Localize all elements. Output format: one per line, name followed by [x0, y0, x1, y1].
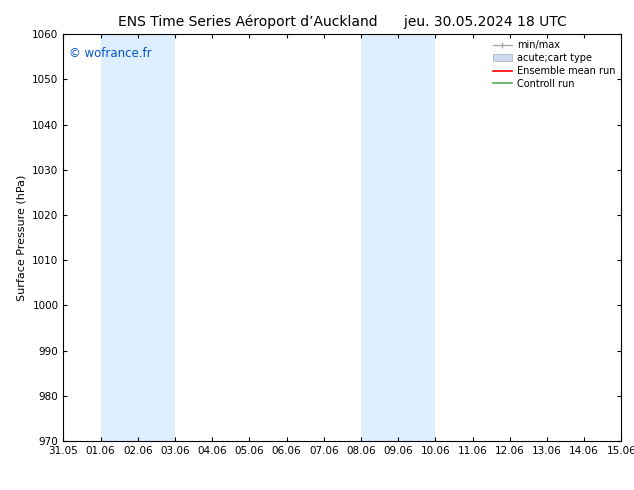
Legend: min/max, acute;cart type, Ensemble mean run, Controll run: min/max, acute;cart type, Ensemble mean … — [489, 36, 619, 93]
Title: ENS Time Series Aéroport d’Auckland      jeu. 30.05.2024 18 UTC: ENS Time Series Aéroport d’Auckland jeu.… — [118, 15, 567, 29]
Bar — [621, 34, 634, 441]
Text: © wofrance.fr: © wofrance.fr — [69, 47, 152, 59]
Bar — [101, 34, 175, 441]
Bar — [361, 34, 436, 441]
Y-axis label: Surface Pressure (hPa): Surface Pressure (hPa) — [16, 174, 27, 301]
